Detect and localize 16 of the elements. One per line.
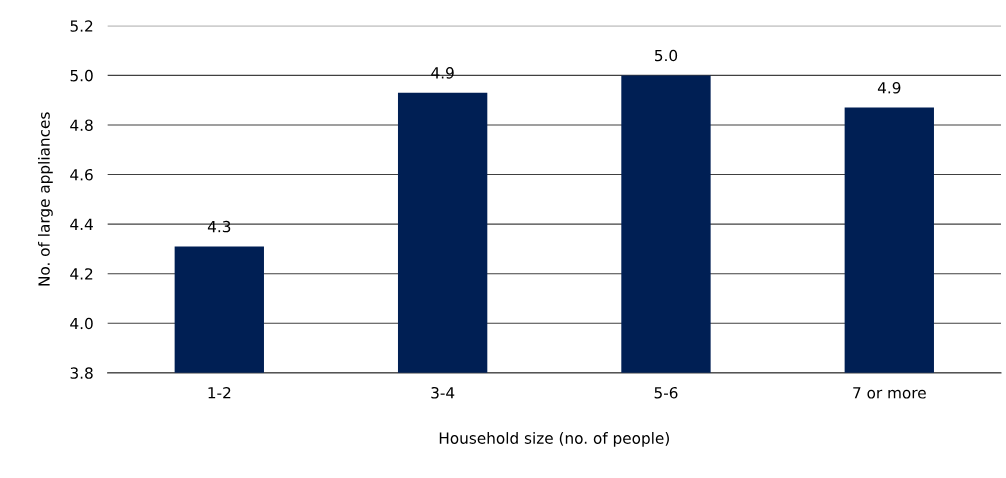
x-axis-title: Household size (no. of people): [439, 432, 669, 447]
text: 4.2: [70, 268, 93, 280]
text: 4.8: [70, 119, 93, 131]
text: 5.2: [70, 20, 93, 32]
data-label: 4.9: [877, 81, 901, 94]
text: 5.0: [70, 69, 93, 82]
y-axis-title: No. of large appliances: [38, 112, 53, 286]
x-tick-label: 3-4: [431, 387, 455, 399]
x-tick-label: 1-2: [208, 387, 231, 399]
text: 4.0: [70, 317, 93, 330]
data-label: 5.0: [655, 49, 678, 62]
text: 3.8: [70, 367, 93, 379]
x-tick-label: 5-6: [654, 387, 678, 399]
text: 4.6: [70, 169, 93, 181]
text: 4.4: [70, 218, 93, 230]
x-tick-label: 7 or more: [853, 387, 926, 399]
